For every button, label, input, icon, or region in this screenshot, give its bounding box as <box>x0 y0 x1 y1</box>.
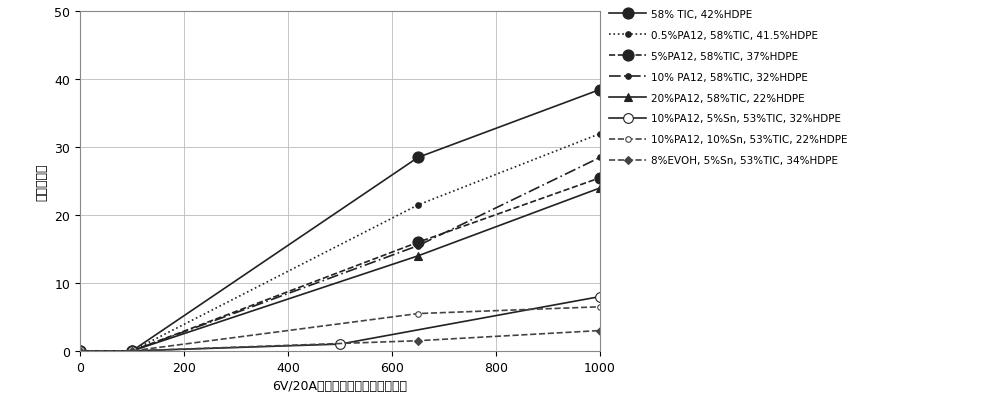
8%EVOH, 5%Sn, 53%TIC, 34%HDPE <box>74 349 86 354</box>
10% PA12, 58%TIC, 32%HDPE <box>412 244 424 249</box>
10% PA12, 58%TIC, 32%HDPE <box>594 156 606 161</box>
10% PA12, 58%TIC, 32%HDPE <box>126 349 138 354</box>
8%EVOH, 5%Sn, 53%TIC, 34%HDPE <box>412 338 424 343</box>
20%PA12, 58%TIC, 22%HDPE <box>594 186 606 191</box>
8%EVOH, 5%Sn, 53%TIC, 34%HDPE <box>594 328 606 333</box>
Legend: 58% TIC, 42%HDPE, 0.5%PA12, 58%TIC, 41.5%HDPE, 5%PA12, 58%TIC, 37%HDPE, 10% PA12: 58% TIC, 42%HDPE, 0.5%PA12, 58%TIC, 41.5… <box>605 6 852 170</box>
X-axis label: 6V/20A多次过电流动作测试，次数: 6V/20A多次过电流动作测试，次数 <box>272 379 408 392</box>
10%PA12, 5%Sn, 53%TIC, 32%HDPE <box>74 349 86 354</box>
10% PA12, 58%TIC, 32%HDPE <box>74 349 86 354</box>
10%PA12, 5%Sn, 53%TIC, 32%HDPE <box>594 294 606 299</box>
Line: 10%PA12, 10%Sn, 53%TIC, 22%HDPE: 10%PA12, 10%Sn, 53%TIC, 22%HDPE <box>77 304 603 354</box>
10%PA12, 10%Sn, 53%TIC, 22%HDPE <box>594 304 606 309</box>
Line: 10%PA12, 5%Sn, 53%TIC, 32%HDPE: 10%PA12, 5%Sn, 53%TIC, 32%HDPE <box>75 292 605 356</box>
10%PA12, 10%Sn, 53%TIC, 22%HDPE <box>412 311 424 316</box>
Line: 58% TIC, 42%HDPE: 58% TIC, 42%HDPE <box>74 85 606 356</box>
Line: 8%EVOH, 5%Sn, 53%TIC, 34%HDPE: 8%EVOH, 5%Sn, 53%TIC, 34%HDPE <box>77 328 603 354</box>
10%PA12, 5%Sn, 53%TIC, 32%HDPE <box>126 349 138 354</box>
5%PA12, 58%TIC, 37%HDPE <box>74 349 86 354</box>
58% TIC, 42%HDPE <box>594 88 606 93</box>
0.5%PA12, 58%TIC, 41.5%HDPE <box>126 349 138 354</box>
0.5%PA12, 58%TIC, 41.5%HDPE <box>74 349 86 354</box>
Line: 0.5%PA12, 58%TIC, 41.5%HDPE: 0.5%PA12, 58%TIC, 41.5%HDPE <box>77 131 603 354</box>
5%PA12, 58%TIC, 37%HDPE <box>412 240 424 245</box>
20%PA12, 58%TIC, 22%HDPE <box>126 349 138 354</box>
Line: 5%PA12, 58%TIC, 37%HDPE: 5%PA12, 58%TIC, 37%HDPE <box>74 173 606 356</box>
20%PA12, 58%TIC, 22%HDPE <box>412 254 424 259</box>
0.5%PA12, 58%TIC, 41.5%HDPE <box>412 203 424 208</box>
Line: 20%PA12, 58%TIC, 22%HDPE: 20%PA12, 58%TIC, 22%HDPE <box>76 184 604 355</box>
5%PA12, 58%TIC, 37%HDPE <box>126 349 138 354</box>
58% TIC, 42%HDPE <box>126 349 138 354</box>
Y-axis label: 电阵，欧姆: 电阵，欧姆 <box>36 163 49 200</box>
5%PA12, 58%TIC, 37%HDPE <box>594 176 606 181</box>
20%PA12, 58%TIC, 22%HDPE <box>74 349 86 354</box>
58% TIC, 42%HDPE <box>74 349 86 354</box>
10%PA12, 10%Sn, 53%TIC, 22%HDPE <box>74 349 86 354</box>
Line: 10% PA12, 58%TIC, 32%HDPE: 10% PA12, 58%TIC, 32%HDPE <box>77 155 603 354</box>
10%PA12, 5%Sn, 53%TIC, 32%HDPE <box>334 342 346 347</box>
0.5%PA12, 58%TIC, 41.5%HDPE <box>594 132 606 137</box>
8%EVOH, 5%Sn, 53%TIC, 34%HDPE <box>126 349 138 354</box>
10%PA12, 10%Sn, 53%TIC, 22%HDPE <box>126 349 138 354</box>
58% TIC, 42%HDPE <box>412 156 424 161</box>
